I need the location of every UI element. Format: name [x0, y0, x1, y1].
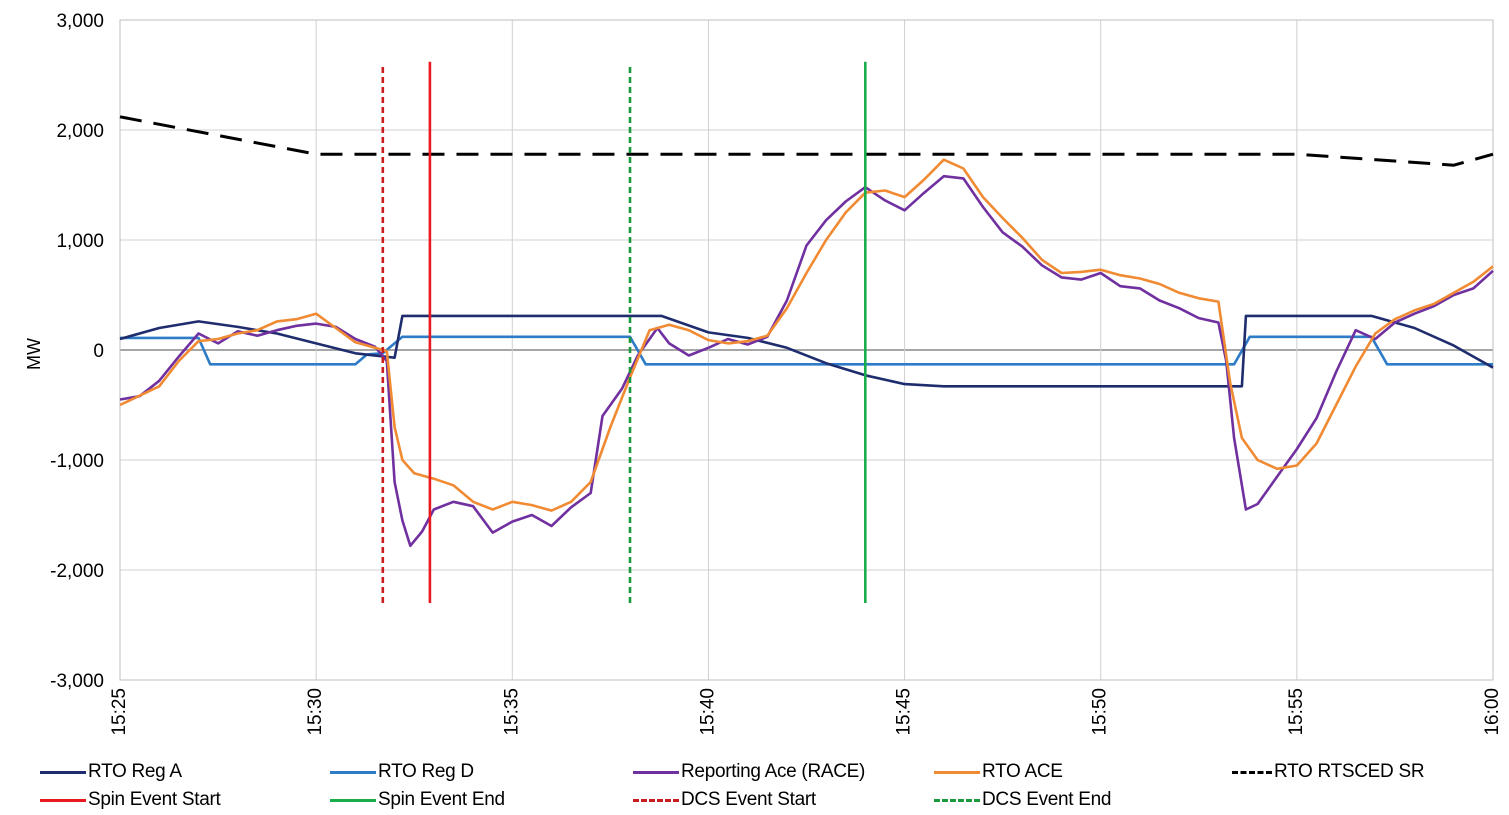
- legend-item: RTO Reg A: [40, 760, 182, 784]
- x-tick-label: 15:55: [1286, 688, 1307, 736]
- x-tick-label: 15:30: [305, 688, 326, 736]
- legend-item: Spin Event End: [330, 788, 505, 812]
- legend-item: DCS Event End: [934, 788, 1111, 812]
- series-line-reporting-ace-race: [119, 174, 1494, 548]
- chart: -3,000 -2,000 -1,000 0 1,000 2,000 3,000 15:25…: [24, 11, 1503, 736]
- series-lines: [119, 61, 1494, 603]
- plot-border: [119, 19, 1494, 681]
- series-line-rto-reg-d: [120, 335, 1493, 366]
- legend-swatch: [934, 798, 980, 802]
- y-axis-label: MW: [24, 338, 44, 370]
- x-tick-label: 15:50: [1090, 688, 1111, 736]
- legend-item: RTO ACE: [934, 760, 1063, 784]
- x-tick-label: 15:25: [109, 688, 130, 736]
- grid: [119, 19, 1494, 681]
- legend-swatch: [633, 798, 679, 802]
- legend-item: Reporting Ace (RACE): [633, 760, 865, 784]
- legend-swatch: [40, 770, 86, 774]
- legend-swatch: [1232, 770, 1272, 774]
- legend-label: DCS Event End: [982, 789, 1112, 810]
- y-tick-label: -3,000: [50, 671, 104, 692]
- legend-item: DCS Event Start: [633, 788, 816, 812]
- legend-item: RTO Reg D: [330, 760, 474, 784]
- x-tick-label: 15:45: [894, 688, 915, 736]
- y-tick-labels: -3,000 -2,000 -1,000 0 1,000 2,000 3,000: [50, 11, 104, 692]
- legend-label: Spin Event Start: [88, 789, 221, 810]
- legend-label: Reporting Ace (RACE): [681, 761, 866, 782]
- x-tick-label: 16:00: [1482, 688, 1503, 736]
- legend-item: RTO RTSCED SR: [1232, 760, 1425, 784]
- x-tick-label: 15:35: [501, 688, 522, 736]
- series-line-rto-rtsced-sr: [119, 115, 1494, 167]
- legend-label: DCS Event Start: [681, 789, 816, 810]
- legend-item: Spin Event Start: [40, 788, 221, 812]
- y-tick-label: 1,000: [56, 231, 104, 252]
- series-line-rto-ace: [119, 158, 1494, 512]
- legend-swatch: [934, 770, 980, 774]
- x-tick-labels: 15:25 15:30 15:35 15:40 15:45 15:50 15:55 16:00: [109, 688, 1503, 736]
- legend-swatch: [40, 798, 86, 802]
- legend-swatch: [330, 798, 376, 802]
- series-line-rto-reg-a: [119, 314, 1494, 388]
- y-tick-label: -1,000: [50, 451, 104, 472]
- x-tick-label: 15:40: [697, 688, 718, 736]
- legend-label: RTO Reg A: [88, 761, 182, 782]
- legend-label: Spin Event End: [378, 789, 505, 810]
- legend: RTO Reg A RTO Reg D Reporting Ace (RACE) RT…: [30, 760, 1500, 812]
- legend-swatch: [633, 770, 679, 774]
- y-tick-label: -2,000: [50, 561, 104, 582]
- legend-label: RTO Reg D: [378, 761, 474, 782]
- y-tick-label: 0: [93, 341, 104, 362]
- legend-label: RTO RTSCED SR: [1274, 761, 1425, 782]
- legend-swatch: [330, 770, 376, 774]
- y-tick-label: 2,000: [56, 121, 104, 142]
- legend-label: RTO ACE: [982, 761, 1063, 782]
- y-tick-label: 3,000: [56, 11, 104, 32]
